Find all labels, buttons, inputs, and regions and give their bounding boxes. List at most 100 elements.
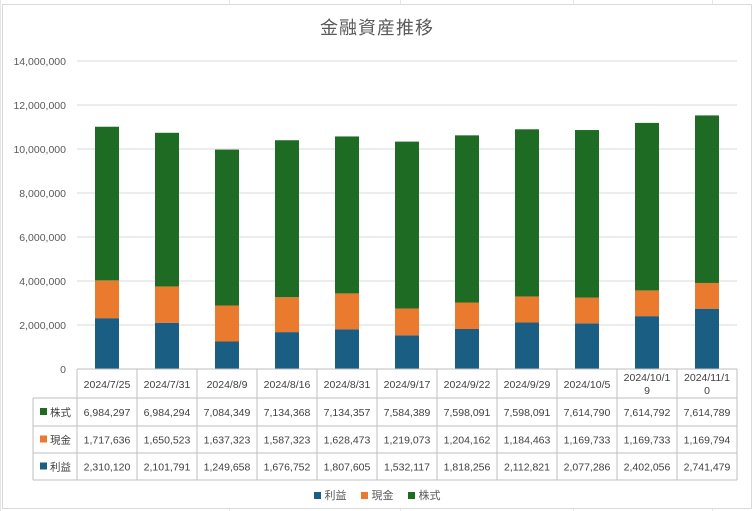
bar-segment bbox=[155, 286, 179, 323]
data-table-cell: 1,637,323 bbox=[204, 435, 251, 447]
bar-segment bbox=[215, 341, 239, 369]
data-table-cell: 1,650,523 bbox=[144, 435, 191, 447]
x-category-label: 2024/8/31 bbox=[324, 379, 371, 391]
bar-segment bbox=[275, 297, 299, 333]
data-table-cell: 2,112,821 bbox=[504, 462, 550, 474]
x-category-label: 0 bbox=[704, 385, 710, 397]
bar-segment bbox=[455, 135, 479, 303]
legend-label: 利益 bbox=[324, 490, 347, 502]
table-legend-key bbox=[40, 462, 47, 470]
bar-segment bbox=[515, 129, 539, 297]
data-table-cell: 1,219,073 bbox=[384, 435, 431, 447]
data-table-cell: 1,587,323 bbox=[264, 435, 311, 447]
data-table-cell: 1,169,733 bbox=[564, 435, 611, 447]
bar-segment bbox=[155, 322, 179, 369]
chart-legend: 利益 現金 株式 bbox=[0, 487, 754, 503]
bar-segment bbox=[575, 297, 599, 324]
data-table-cell: 1,184,463 bbox=[504, 435, 551, 447]
bar-segment bbox=[275, 332, 299, 369]
x-category-label: 2024/8/9 bbox=[207, 379, 248, 391]
data-table-cell: 2,741,479 bbox=[684, 462, 731, 474]
data-table-cell: 7,584,389 bbox=[384, 407, 431, 419]
data-table-cell: 1,628,473 bbox=[324, 435, 371, 447]
bar-segment bbox=[695, 308, 719, 369]
legend-label: 現金 bbox=[371, 490, 394, 502]
bar-segment bbox=[215, 149, 239, 306]
legend-swatch bbox=[407, 491, 415, 499]
bar-segment bbox=[515, 296, 539, 323]
y-tick-label: 10,000,000 bbox=[13, 144, 66, 156]
y-tick-label: 12,000,000 bbox=[13, 100, 66, 112]
y-tick-label: 2,000,000 bbox=[19, 320, 66, 332]
data-table-cell: 1,717,636 bbox=[84, 435, 131, 447]
x-category-label: 2024/9/22 bbox=[444, 379, 491, 391]
legend-item: 現金 bbox=[360, 487, 394, 503]
y-tick-label: 4,000,000 bbox=[19, 276, 66, 288]
data-table-cell: 7,598,091 bbox=[504, 407, 551, 419]
data-table-cell: 7,084,349 bbox=[204, 407, 251, 419]
bar-segment bbox=[395, 141, 419, 309]
data-table-cell: 7,614,790 bbox=[564, 407, 611, 419]
x-category-label: 2024/9/29 bbox=[504, 379, 551, 391]
x-category-label: 2024/10/5 bbox=[564, 379, 611, 391]
bar-segment bbox=[215, 305, 239, 342]
x-category-label: 2024/7/25 bbox=[84, 379, 131, 391]
y-tick-label: 8,000,000 bbox=[19, 188, 66, 200]
table-series-name: 株式 bbox=[50, 406, 71, 419]
data-table-cell: 2,402,056 bbox=[624, 462, 671, 474]
y-tick-label: 6,000,000 bbox=[19, 232, 66, 244]
legend-item: 利益 bbox=[313, 487, 347, 503]
data-table-cell: 1,676,752 bbox=[264, 462, 311, 474]
bar-segment bbox=[335, 293, 359, 330]
legend-swatch bbox=[313, 491, 321, 499]
table-legend-key bbox=[40, 435, 47, 443]
data-table-cell: 6,984,294 bbox=[144, 407, 191, 419]
data-table-cell: 7,134,357 bbox=[324, 407, 371, 419]
data-table-cell: 1,807,605 bbox=[324, 462, 371, 474]
data-table-cell: 7,134,368 bbox=[264, 407, 311, 419]
data-table-cell: 1,249,658 bbox=[204, 462, 251, 474]
data-table-cell: 1,818,256 bbox=[444, 462, 491, 474]
table-series-name: 利益 bbox=[50, 461, 71, 474]
x-category-label: 9 bbox=[644, 385, 650, 397]
bar-segment bbox=[455, 328, 479, 369]
data-table-cell: 2,077,286 bbox=[564, 462, 611, 474]
bar-segment bbox=[635, 122, 659, 291]
legend-item: 株式 bbox=[407, 487, 441, 503]
chart-title: 金融資産推移 bbox=[320, 18, 434, 38]
x-category-label: 2024/7/31 bbox=[144, 379, 191, 391]
bar-segment bbox=[635, 290, 659, 317]
table-series-name: 現金 bbox=[50, 434, 71, 447]
bar-segment bbox=[275, 140, 299, 298]
x-category-label: 2024/9/17 bbox=[384, 379, 431, 391]
data-table-cell: 7,614,789 bbox=[684, 407, 731, 419]
data-table-cell: 2,310,120 bbox=[84, 462, 131, 474]
legend-swatch bbox=[360, 491, 368, 499]
x-category-label: 2024/11/1 bbox=[684, 372, 730, 384]
bar-segment bbox=[95, 318, 119, 369]
data-table-cell: 6,984,297 bbox=[84, 407, 131, 419]
x-category-label: 2024/8/16 bbox=[264, 379, 311, 391]
data-table-cell: 2,101,791 bbox=[144, 462, 191, 474]
bar-segment bbox=[695, 282, 719, 309]
data-table-cell: 1,532,117 bbox=[384, 462, 430, 474]
bar-segment bbox=[455, 302, 479, 329]
data-table-cell: 1,169,733 bbox=[624, 435, 671, 447]
bar-segment bbox=[575, 323, 599, 369]
bar-segment bbox=[335, 329, 359, 369]
bar-segment bbox=[695, 115, 719, 283]
y-tick-label: 0 bbox=[60, 364, 66, 376]
bar-segment bbox=[395, 335, 419, 369]
data-table-cell: 7,614,792 bbox=[624, 407, 671, 419]
x-category-label: 2024/10/1 bbox=[624, 372, 671, 384]
sheet-gridline bbox=[0, 0, 1, 511]
legend-label: 株式 bbox=[418, 490, 441, 502]
bar-segment bbox=[335, 136, 359, 294]
bar-segment bbox=[155, 132, 179, 287]
bar-segment bbox=[515, 322, 539, 369]
bar-segment bbox=[95, 280, 119, 319]
y-tick-label: 14,000,000 bbox=[13, 56, 66, 68]
table-legend-key bbox=[40, 408, 47, 415]
data-table-cell: 7,598,091 bbox=[444, 407, 491, 419]
